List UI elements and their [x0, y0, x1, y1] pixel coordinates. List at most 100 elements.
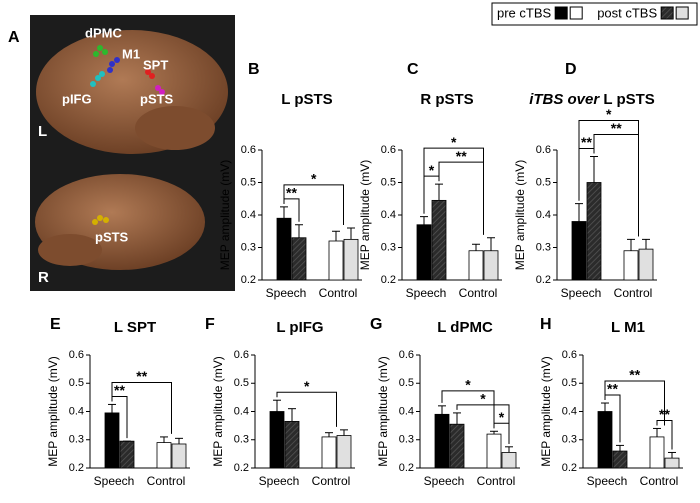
- y-tick-label: 0.6: [562, 349, 577, 361]
- y-tick-label: 0.6: [234, 349, 249, 361]
- significance-bracket: [578, 120, 639, 237]
- brain-label: pSTS: [140, 91, 174, 106]
- significance-label: **: [611, 120, 622, 136]
- y-tick-label: 0.5: [399, 377, 414, 389]
- panel-letter: E: [50, 316, 61, 333]
- y-tick-label: 0.6: [381, 144, 396, 156]
- significance-label: **: [629, 367, 640, 383]
- significance-label: *: [451, 134, 457, 150]
- significance-bracket: [111, 381, 172, 434]
- bar: [586, 182, 602, 281]
- significance-label: *: [304, 378, 310, 394]
- y-tick-label: 0.2: [399, 462, 414, 474]
- cerebellum: [38, 234, 102, 266]
- y-tick-label: 0.3: [399, 434, 414, 446]
- legend-box: [491, 2, 698, 26]
- x-tick-label: Control: [459, 286, 498, 300]
- x-tick-label: Speech: [561, 286, 602, 300]
- y-tick-label: 0.2: [241, 274, 256, 286]
- x-tick-label: Speech: [259, 474, 300, 488]
- significance-label: *: [429, 162, 435, 178]
- brain-label: pSTS: [95, 229, 129, 244]
- bar: [171, 443, 187, 469]
- panel-letter: C: [407, 61, 419, 78]
- significance-label: *: [465, 377, 471, 393]
- y-axis-label: MEP amplitude (mV): [211, 356, 225, 466]
- significance-bracket: [283, 184, 344, 225]
- y-axis-label: MEP amplitude (mV): [358, 160, 372, 270]
- brain-label: R: [38, 269, 49, 286]
- legend-swatch: [554, 6, 568, 20]
- x-tick-label: Speech: [406, 286, 447, 300]
- bar: [321, 436, 337, 469]
- x-tick-label: Control: [614, 286, 653, 300]
- chart-title: L pIFG: [276, 319, 323, 336]
- legend-swatch: [660, 6, 674, 20]
- bar: [649, 436, 665, 469]
- y-tick-label: 0.5: [562, 377, 577, 389]
- cerebellum: [135, 106, 215, 150]
- chart-title: R pSTS: [420, 91, 473, 108]
- significance-label: **: [456, 148, 467, 164]
- significance-bracket: [441, 390, 495, 429]
- bar: [416, 224, 432, 281]
- x-tick-label: Control: [640, 474, 679, 488]
- y-tick-label: 0.2: [562, 462, 577, 474]
- panel-letter: H: [540, 316, 552, 333]
- y-axis-label: MEP amplitude (mV): [539, 356, 553, 466]
- bar: [664, 457, 680, 469]
- y-tick-label: 0.4: [399, 405, 414, 417]
- chart-title: iTBS over L pSTS: [529, 91, 655, 108]
- title-part: L pSTS: [603, 91, 654, 108]
- y-tick-label: 0.5: [69, 377, 84, 389]
- y-tick-label: 0.5: [241, 176, 256, 188]
- significance-label: **: [607, 381, 618, 397]
- panel-letter: G: [370, 316, 382, 333]
- bar: [501, 452, 517, 469]
- significance-bracket: [423, 147, 484, 235]
- y-tick-label: 0.2: [234, 462, 249, 474]
- y-tick-label: 0.4: [234, 405, 249, 417]
- bar: [483, 250, 499, 281]
- title-part: iTBS over: [529, 91, 600, 108]
- y-tick-label: 0.4: [241, 209, 256, 221]
- significance-label: *: [480, 391, 486, 407]
- significance-label: **: [581, 134, 592, 150]
- significance-bracket: [604, 380, 665, 426]
- legend-label: post cTBS: [597, 5, 657, 20]
- brain-label: SPT: [143, 57, 168, 72]
- bar: [638, 248, 654, 281]
- bar: [328, 240, 344, 281]
- y-tick-label: 0.4: [69, 405, 84, 417]
- panel-letter: D: [565, 61, 577, 78]
- significance-label: *: [499, 409, 505, 425]
- x-tick-label: Control: [319, 286, 358, 300]
- significance-bracket: [276, 391, 337, 427]
- x-tick-label: Speech: [424, 474, 465, 488]
- y-tick-label: 0.3: [241, 241, 256, 253]
- x-tick-label: Control: [312, 474, 351, 488]
- bar: [486, 433, 502, 469]
- chart-title: L dPMC: [437, 319, 493, 336]
- y-axis-label: MEP amplitude (mV): [218, 160, 232, 270]
- y-tick-label: 0.4: [381, 209, 396, 221]
- brain-label: dPMC: [85, 25, 122, 40]
- bar: [104, 412, 120, 469]
- y-tick-label: 0.6: [399, 349, 414, 361]
- charts: B L pSTS MEP amplitude (mV) 0.2 0.3 0.4 0.5 0.6…: [46, 61, 683, 488]
- bar: [119, 440, 135, 469]
- chart-title: L M1: [611, 319, 645, 336]
- y-axis-label: MEP amplitude (mV): [46, 356, 60, 466]
- y-tick-label: 0.3: [234, 434, 249, 446]
- brain-label: pIFG: [62, 91, 92, 106]
- y-tick-label: 0.2: [69, 462, 84, 474]
- bar: [291, 237, 307, 281]
- significance-label: *: [311, 171, 317, 187]
- bar: [612, 450, 628, 469]
- x-tick-label: Control: [477, 474, 516, 488]
- y-tick-label: 0.5: [234, 377, 249, 389]
- y-tick-label: 0.6: [536, 144, 551, 156]
- chart-title: L SPT: [114, 319, 156, 336]
